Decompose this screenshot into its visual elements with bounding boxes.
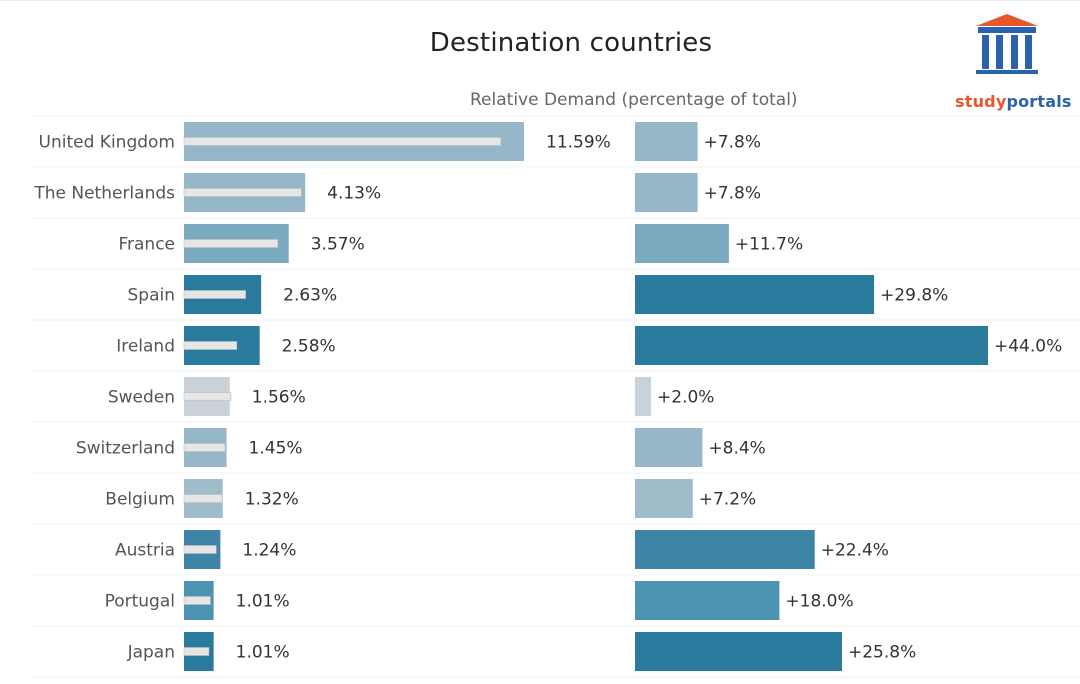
reference-bar [183, 647, 210, 656]
building-columns-icon [976, 14, 1038, 74]
reference-bar [183, 392, 232, 401]
chart-title: Destination countries [429, 28, 713, 58]
growth-value-label: +29.8% [880, 286, 948, 306]
growth-bar [635, 224, 729, 263]
reference-bar [183, 545, 217, 554]
chart-subtitle: Relative Demand (percentage of total) [470, 90, 798, 110]
share-value-label: 1.32% [245, 490, 299, 510]
growth-value-label: +25.8% [848, 643, 916, 663]
share-value-label: 3.57% [311, 235, 365, 255]
growth-value-label: +8.4% [708, 439, 765, 459]
share-value-label: 1.56% [252, 388, 306, 408]
growth-bar [635, 581, 780, 620]
growth-value-label: +2.0% [657, 388, 714, 408]
growth-value-label: +22.4% [821, 541, 889, 561]
studyportals-logo[interactable]: studyportals [950, 14, 1071, 111]
reference-bar [183, 341, 238, 350]
top-border [0, 0, 1080, 1]
category-label: Spain [128, 286, 176, 306]
growth-bar [635, 530, 815, 569]
category-label: Switzerland [76, 439, 175, 459]
growth-bar [635, 377, 652, 416]
growth-value-label: +7.8% [704, 133, 761, 153]
growth-value-label: +18.0% [785, 592, 853, 612]
category-label: Belgium [105, 490, 175, 510]
growth-value-label: +44.0% [994, 337, 1062, 357]
share-value-label: 1.24% [242, 541, 296, 561]
category-label: Ireland [116, 337, 175, 357]
growth-value-label: +7.2% [699, 490, 756, 510]
share-value-label: 1.01% [236, 643, 290, 663]
share-value-label: 4.13% [327, 184, 381, 204]
growth-bar [635, 122, 698, 161]
category-label: France [118, 235, 175, 255]
reference-bar [183, 596, 211, 605]
category-label: United Kingdom [39, 133, 175, 153]
share-value-label: 1.45% [249, 439, 303, 459]
category-label: The Netherlands [33, 184, 175, 204]
growth-value-label: +7.8% [704, 184, 761, 204]
reference-bar [183, 137, 502, 146]
logo-text-portals: portals [1006, 92, 1072, 111]
growth-bar [635, 326, 988, 365]
share-value-label: 2.58% [282, 337, 336, 357]
reference-bar [183, 494, 223, 503]
category-label: Austria [115, 541, 175, 561]
logo-text-study: study [955, 92, 1007, 111]
growth-bar [635, 479, 693, 518]
share-value-label: 11.59% [546, 133, 611, 153]
growth-bar [635, 632, 842, 671]
reference-bar [183, 290, 246, 299]
share-value-label: 2.63% [283, 286, 337, 306]
reference-bar [183, 443, 226, 452]
reference-bar [183, 239, 279, 248]
category-label: Portugal [105, 592, 175, 612]
growth-bar [635, 275, 875, 314]
logo-wordmark: studyportals [955, 92, 1072, 111]
category-label: Japan [127, 643, 175, 663]
growth-value-label: +11.7% [735, 235, 803, 255]
growth-bar [635, 428, 703, 467]
share-value-label: 1.01% [236, 592, 290, 612]
growth-bar [635, 173, 698, 212]
reference-bar [183, 188, 302, 197]
category-label: Sweden [108, 388, 175, 408]
